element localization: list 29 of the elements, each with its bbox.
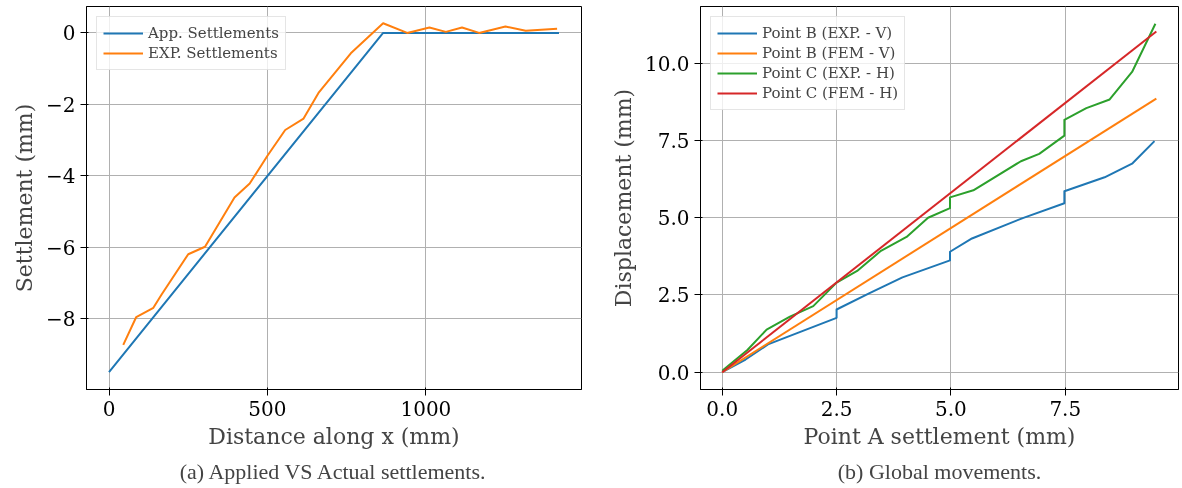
y-tick-label: 10.0: [644, 51, 690, 76]
legend-label: EXP. Settlements: [148, 44, 278, 62]
x-tick-label: 1000: [400, 396, 452, 421]
y-tick-label: −8: [46, 306, 76, 331]
x-tick-label: 0: [102, 396, 116, 421]
y-tick-label: 7.5: [657, 129, 690, 154]
legend-label: Point C (EXP. - H): [762, 64, 895, 82]
legend-label: Point C (FEM - H): [762, 84, 899, 102]
x-axis-title: Point A settlement (mm): [803, 423, 1076, 449]
text: (a) Applied VS Actual settlements.: [179, 458, 486, 484]
y-tick-label: 2.5: [657, 283, 690, 308]
text: (b) Global movements.: [837, 458, 1042, 484]
x-axis-title: Distance along x (mm): [208, 423, 460, 449]
y-tick-label: 0: [62, 21, 76, 46]
x-tick-label: 500: [248, 396, 287, 421]
y-axis-title: Displacement (mm): [610, 88, 636, 308]
legend-label: App. Settlements: [148, 24, 279, 42]
x-tick-label: 5.0: [935, 396, 967, 421]
x-tick-label: 7.5: [1049, 396, 1082, 421]
x-tick-label: 0.0: [706, 396, 739, 421]
y-tick-label: −6: [46, 235, 76, 260]
y-tick-label: 5.0: [657, 206, 690, 231]
y-axis-title: Settlement (mm): [12, 103, 38, 293]
legend-label: Point B (EXP. - V): [762, 24, 893, 42]
y-tick-label: 0.0: [657, 360, 690, 385]
x-tick-label: 2.5: [820, 396, 853, 421]
y-tick-label: −4: [46, 164, 76, 189]
y-tick-label: −2: [46, 92, 76, 117]
legend-label: Point B (FEM - V): [762, 44, 896, 62]
